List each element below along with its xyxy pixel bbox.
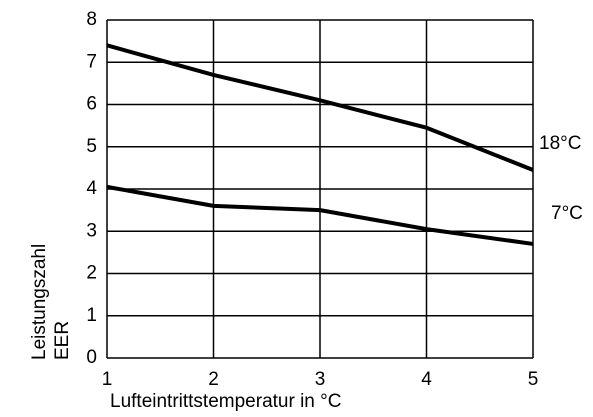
y-axis-label: Leistungszahl (29, 244, 50, 360)
x-tick-label: 3 (315, 369, 326, 390)
y-axis-label: EER (52, 321, 73, 360)
line (106, 184, 534, 246)
line (106, 43, 534, 172)
x-tick-label: 5 (528, 369, 539, 390)
series-label: 18°C (539, 133, 581, 154)
x-axis-label: Lufteintrittstemperatur in °C (110, 391, 341, 412)
x-tick-label: 2 (208, 369, 219, 390)
y-tick-label: 3 (86, 220, 97, 241)
series-label: 7°C (551, 203, 583, 224)
y-tick-label: 0 (86, 347, 97, 368)
y-tick-label: 8 (86, 9, 97, 30)
x-tick-label: 1 (102, 369, 113, 390)
x-tick-label: 4 (421, 369, 432, 390)
y-tick-label: 2 (86, 263, 97, 284)
y-tick-label: 4 (86, 178, 97, 199)
y-tick-label: 1 (86, 305, 97, 326)
y-tick-label: 7 (86, 51, 97, 72)
y-tick-label: 5 (86, 136, 97, 157)
y-tick-label: 6 (86, 94, 97, 115)
